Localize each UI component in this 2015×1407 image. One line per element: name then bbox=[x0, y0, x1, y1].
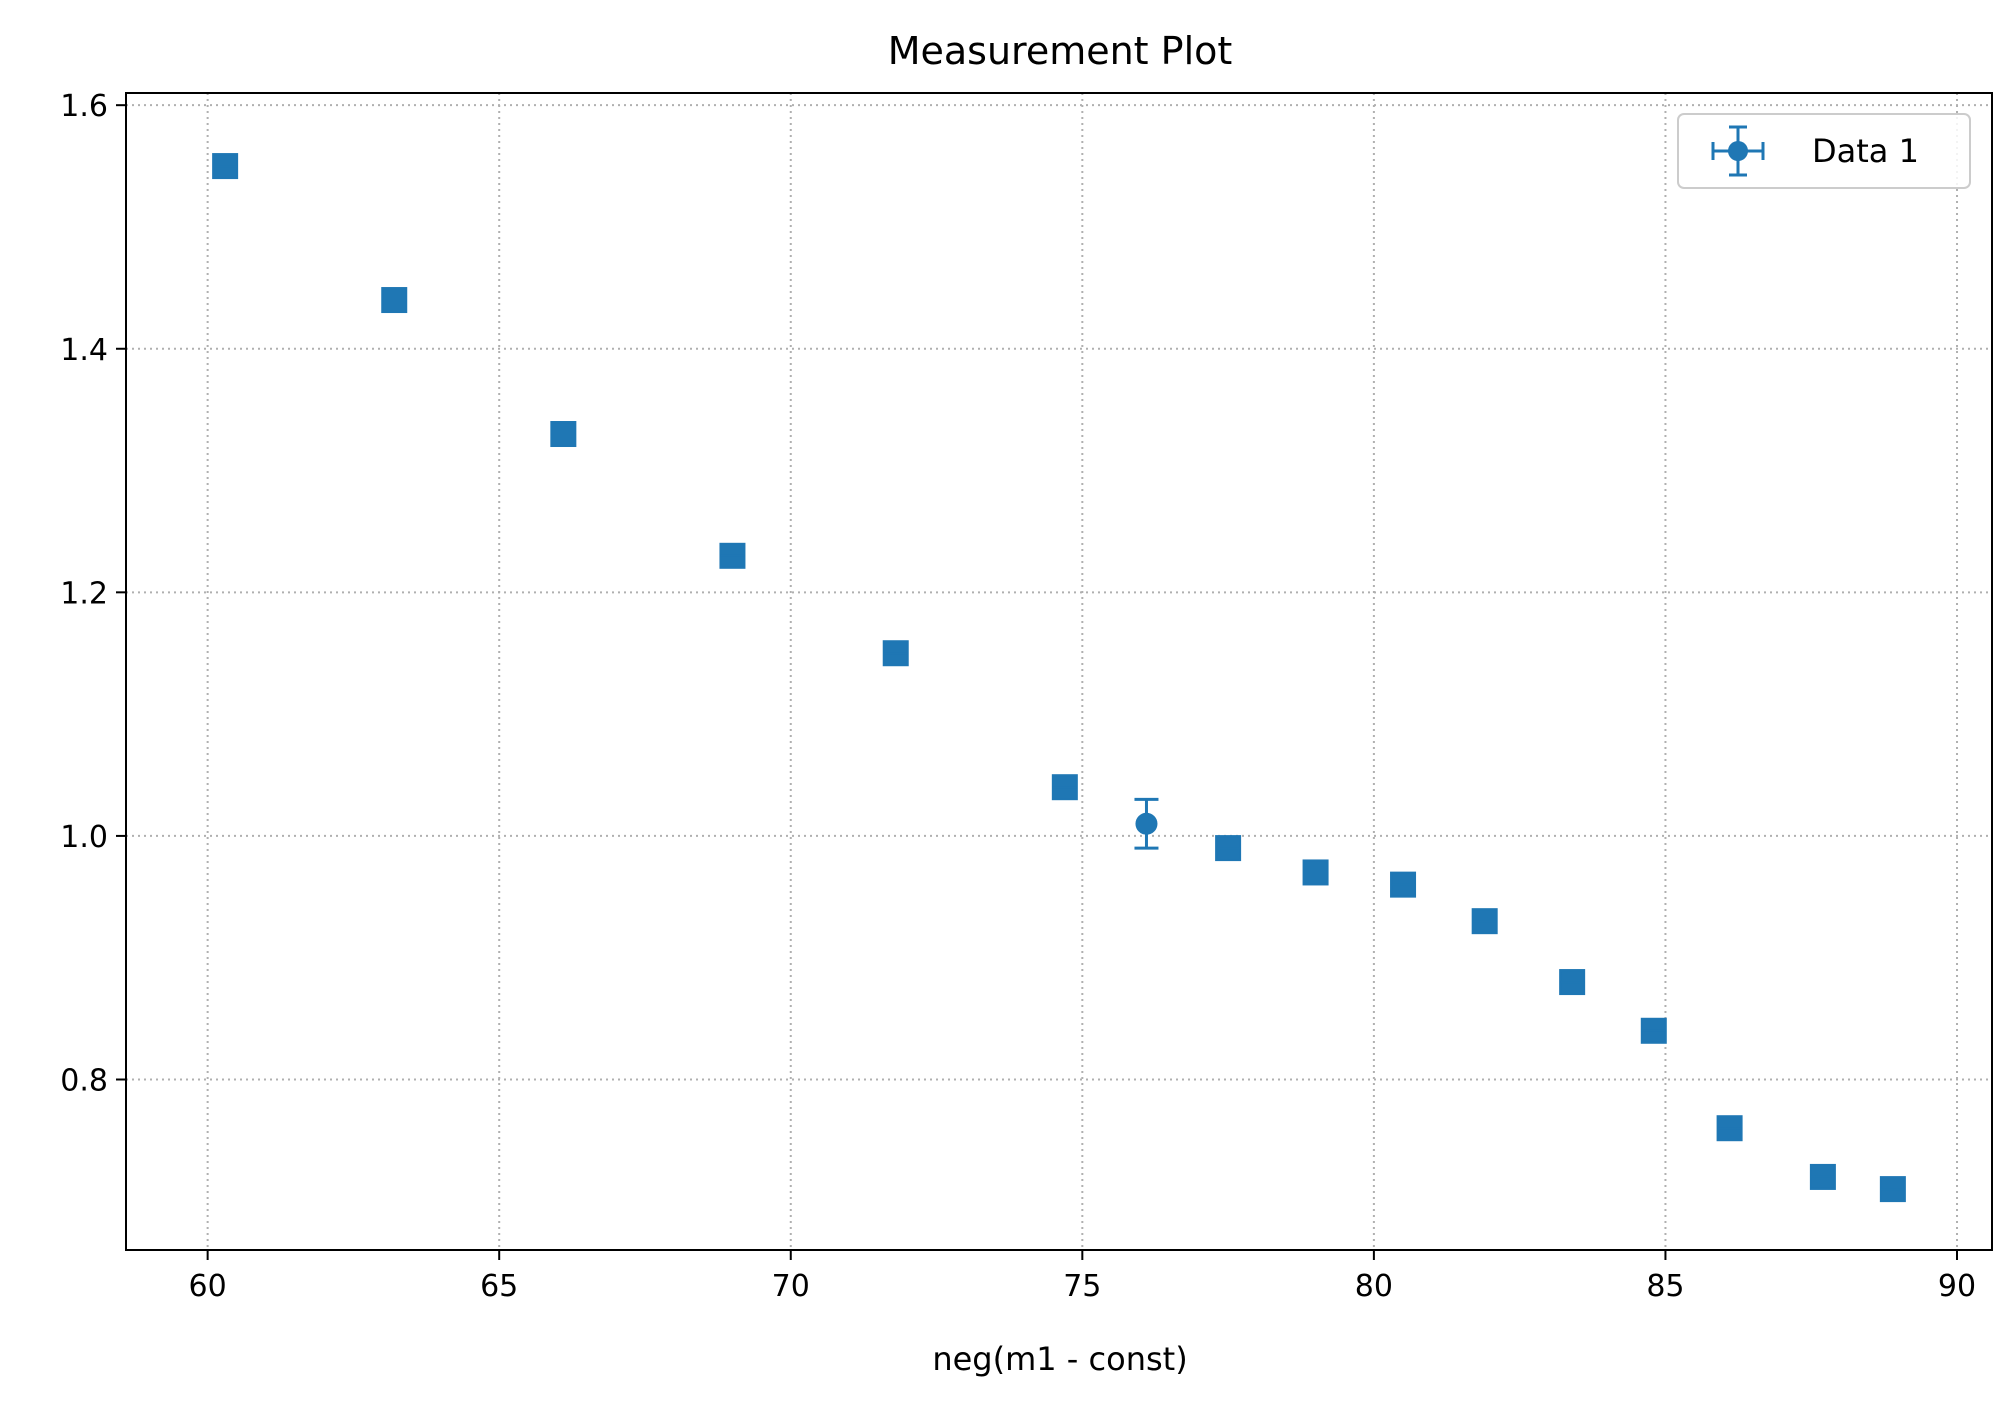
x-tick-label: 65 bbox=[480, 1269, 518, 1304]
data-point bbox=[1640, 1017, 1667, 1044]
y-tick-label: 1.2 bbox=[60, 576, 108, 611]
legend-point bbox=[1728, 141, 1748, 161]
chart-title: Measurement Plot bbox=[888, 29, 1233, 73]
data-point bbox=[882, 640, 909, 667]
x-tick-label: 90 bbox=[1938, 1269, 1976, 1304]
y-tick-label: 1.0 bbox=[60, 820, 108, 855]
data-point bbox=[719, 542, 746, 569]
grid-lines bbox=[126, 93, 1992, 1250]
data-point bbox=[1471, 908, 1498, 935]
data-point bbox=[1134, 797, 1159, 850]
axis-ticks: 60 65 70 75 80 85 90 0.8 1.0 1.2 1.4 1.6 bbox=[60, 89, 1976, 1304]
legend-box bbox=[1677, 113, 1971, 189]
data-point bbox=[550, 421, 577, 448]
x-tick-label: 60 bbox=[189, 1269, 227, 1304]
x-tick-label: 75 bbox=[1063, 1269, 1101, 1304]
x-tick-label: 85 bbox=[1646, 1269, 1684, 1304]
data-point bbox=[1879, 1176, 1906, 1203]
data-point bbox=[1302, 859, 1329, 886]
legend-label: Data 1 bbox=[1812, 132, 1919, 170]
data-point bbox=[1051, 774, 1078, 801]
data-point bbox=[212, 153, 239, 180]
x-tick-label: 80 bbox=[1355, 1269, 1393, 1304]
data-point bbox=[1809, 1163, 1836, 1190]
y-tick-label: 0.8 bbox=[60, 1063, 108, 1098]
legend: Data 1 bbox=[1677, 113, 1971, 189]
data-point bbox=[1559, 969, 1586, 996]
x-tick-label: 70 bbox=[772, 1269, 810, 1304]
data-point bbox=[1716, 1115, 1743, 1142]
data-point bbox=[381, 287, 408, 314]
data-point-marker bbox=[1135, 812, 1158, 835]
y-tick-label: 1.6 bbox=[60, 89, 108, 124]
legend-marker-errorbar-icon bbox=[1711, 125, 1765, 177]
plot-area-frame bbox=[125, 92, 1993, 1251]
y-tick-label: 1.4 bbox=[60, 333, 108, 368]
data-point bbox=[1215, 835, 1242, 862]
data-point bbox=[1390, 871, 1417, 898]
data-points bbox=[212, 153, 1906, 1203]
x-axis-label: neg(m1 - const) bbox=[932, 1340, 1187, 1378]
